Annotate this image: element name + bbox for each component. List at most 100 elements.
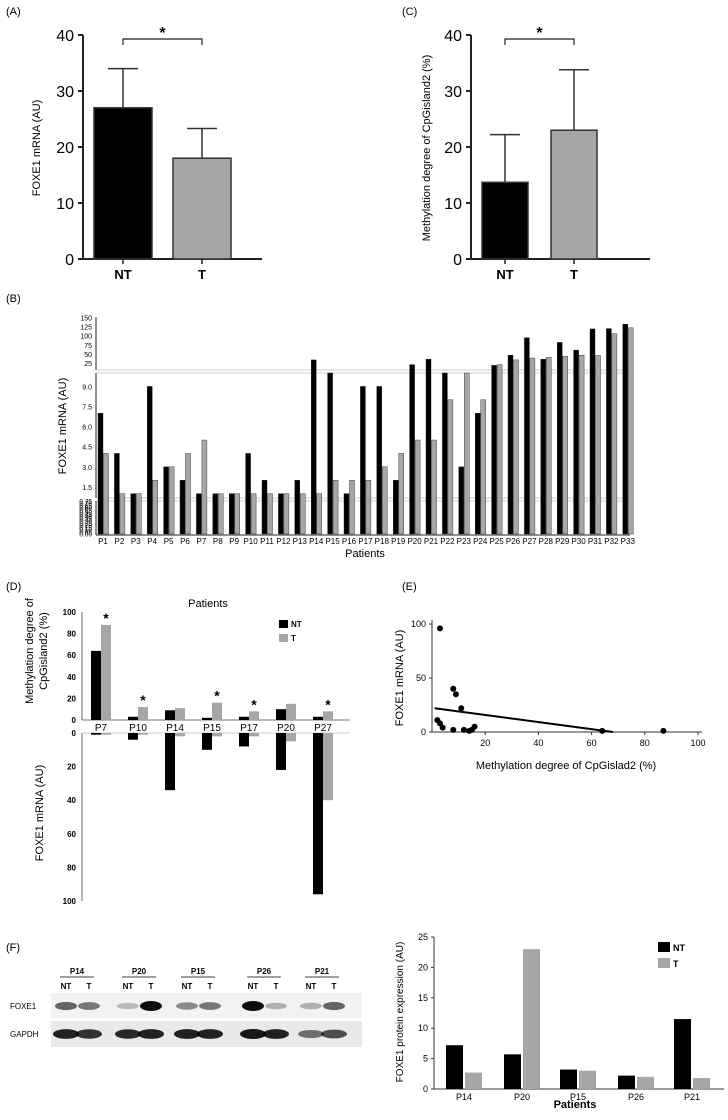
bar-nt-p24 bbox=[475, 413, 481, 535]
panel-b-ylabel: FOXE1 mRNA (AU) bbox=[57, 378, 69, 475]
panel-d-chart: 100 80 60 40 20 0 0 20 40 60 80 100 P7 * P10 * P14 P15 * P1… bbox=[63, 608, 350, 906]
bar-nt-p31 bbox=[589, 328, 596, 535]
blot-patient-label: P20 bbox=[132, 967, 147, 976]
top-bar-nt-p7 bbox=[91, 650, 101, 720]
bar-t-p11 bbox=[267, 493, 273, 535]
y-tick-label: 10 bbox=[418, 1023, 428, 1033]
x-tick-label: 60 bbox=[587, 738, 597, 748]
x-tick-label: P22 bbox=[440, 537, 455, 546]
bottom-bar-t-p17 bbox=[249, 733, 259, 737]
panel-c: (C) Methylation degree of CpGisland2 (%)… bbox=[402, 6, 650, 282]
bar-t-p23 bbox=[464, 372, 470, 535]
y-tick-label: 0.60 bbox=[79, 505, 92, 512]
bar-t-p16 bbox=[349, 480, 355, 535]
x-tick-label: P30 bbox=[571, 537, 586, 546]
bottom-bar-nt-p27 bbox=[313, 733, 323, 895]
bottom-y-tick-label: 100 bbox=[63, 897, 77, 906]
bar-t-p22 bbox=[447, 399, 454, 535]
y-tick-label: 150 bbox=[80, 316, 92, 323]
legend-swatch-t bbox=[658, 958, 670, 968]
panel-b-label: (B) bbox=[6, 293, 21, 305]
bar-t-p21 bbox=[431, 439, 437, 535]
legend-label-nt: NT bbox=[673, 943, 685, 953]
y-tick-label: 40 bbox=[56, 28, 74, 45]
x-tick-label: P11 bbox=[260, 537, 274, 546]
panel-b-xlabel: Patients bbox=[345, 548, 385, 560]
blot-band-gapdh bbox=[115, 1029, 141, 1039]
blot-lane-label-nt: NT bbox=[248, 982, 259, 991]
y-tick-label: 100 bbox=[411, 619, 426, 629]
bar-nt-p29 bbox=[557, 342, 563, 535]
x-tick-label: P26 bbox=[628, 1092, 644, 1102]
x-tick-label: P17 bbox=[358, 537, 373, 546]
bar-t-p14 bbox=[465, 1072, 482, 1089]
top-bar-t-p17 bbox=[249, 711, 259, 720]
panel-d-title: Patients bbox=[188, 598, 228, 610]
top-bar-t-p7 bbox=[101, 624, 111, 720]
bottom-y-tick-label: 60 bbox=[67, 830, 76, 839]
bar-t-p14 bbox=[316, 493, 322, 535]
panel-c-ylabel: Methylation degree of CpGisland2 (%) bbox=[421, 55, 433, 241]
bar-nt-p25 bbox=[491, 365, 497, 535]
scatter-point bbox=[450, 726, 457, 733]
y-tick-label: 0.70 bbox=[79, 501, 92, 508]
bar-t-p20 bbox=[523, 949, 540, 1089]
bar-t-p29 bbox=[562, 356, 568, 535]
y-tick-label: 125 bbox=[80, 325, 92, 332]
y-tick-label: 20 bbox=[56, 140, 74, 157]
blot-band-gapdh bbox=[197, 1029, 223, 1039]
bar-t-p18 bbox=[382, 466, 388, 535]
y-tick-label: 1.5 bbox=[82, 485, 92, 492]
bottom-bar-t-p20 bbox=[286, 733, 296, 742]
bar-t bbox=[172, 157, 232, 260]
bottom-y-tick-label: 20 bbox=[67, 763, 76, 772]
bar-t-p32 bbox=[611, 333, 618, 535]
x-tick-label: P15 bbox=[570, 1092, 586, 1102]
x-tick-label: P33 bbox=[621, 537, 636, 546]
top-y-tick-label: 20 bbox=[67, 694, 76, 703]
bar-t-p31 bbox=[595, 355, 601, 535]
panel-a-ylabel: FOXE1 mRNA (AU) bbox=[31, 100, 43, 197]
bar-nt-p28 bbox=[540, 358, 546, 535]
blot-band-foxe1 bbox=[140, 1001, 162, 1011]
panel-f-legend: NT T bbox=[658, 942, 685, 969]
blot-band-gapdh bbox=[240, 1029, 266, 1039]
x-tick-label: P7 bbox=[197, 537, 207, 546]
bar-nt-p15 bbox=[560, 1069, 577, 1089]
panel-d-top-ylabel-line1: Methylation degree of bbox=[24, 597, 36, 704]
bar-t-p1 bbox=[103, 453, 109, 535]
blot-lane-label-nt: NT bbox=[182, 982, 193, 991]
y-tick-label: 5 bbox=[423, 1054, 428, 1064]
legend-swatch-nt bbox=[658, 942, 670, 952]
x-tick-label: P14 bbox=[456, 1092, 472, 1102]
panel-b-bars: P1 P2 P3 P4 P5 P6 P7 P8 P9 P10 P11 P12 P13 P14 P15 P16 P… bbox=[97, 323, 636, 546]
x-tick-label: 40 bbox=[533, 738, 543, 748]
scatter-point bbox=[452, 691, 459, 698]
panel-d-top-ylabel-line2: CpGisland2 (%) bbox=[38, 612, 50, 690]
y-tick-label: 0 bbox=[453, 252, 462, 269]
y-tick-label: 40 bbox=[444, 28, 462, 45]
panel-c-y-axis: 0 10 20 30 40 bbox=[444, 28, 650, 269]
regression-line bbox=[434, 707, 614, 733]
bar-t-p3 bbox=[136, 493, 142, 535]
scatter-point bbox=[436, 625, 443, 632]
bar-nt-p7 bbox=[196, 493, 202, 535]
y-tick-label: 0.50 bbox=[79, 510, 92, 517]
bar-nt-p22 bbox=[442, 372, 448, 535]
x-tick-label: P15 bbox=[203, 723, 221, 734]
y-tick-label: 75 bbox=[84, 343, 92, 350]
blot-patient-label: P15 bbox=[191, 967, 206, 976]
blot-band-gapdh bbox=[321, 1029, 347, 1039]
blot-patient-label: P14 bbox=[70, 967, 85, 976]
blot-band-foxe1 bbox=[300, 1002, 322, 1010]
significance-star: * bbox=[103, 610, 109, 626]
panel-a: (A) FOXE1 mRNA (AU) 0 10 20 30 40 NT T * bbox=[6, 6, 262, 282]
blot-lane-label-nt: NT bbox=[123, 982, 134, 991]
blot-band-foxe1 bbox=[265, 1002, 287, 1010]
bottom-bar-nt-p10 bbox=[128, 733, 138, 740]
blot-lane-label-t: T bbox=[149, 982, 154, 991]
bar-nt-p33 bbox=[622, 323, 628, 535]
x-tick-label: P10 bbox=[243, 537, 258, 546]
bar-t-p27 bbox=[529, 357, 536, 535]
y-tick-label: 100 bbox=[80, 334, 92, 341]
